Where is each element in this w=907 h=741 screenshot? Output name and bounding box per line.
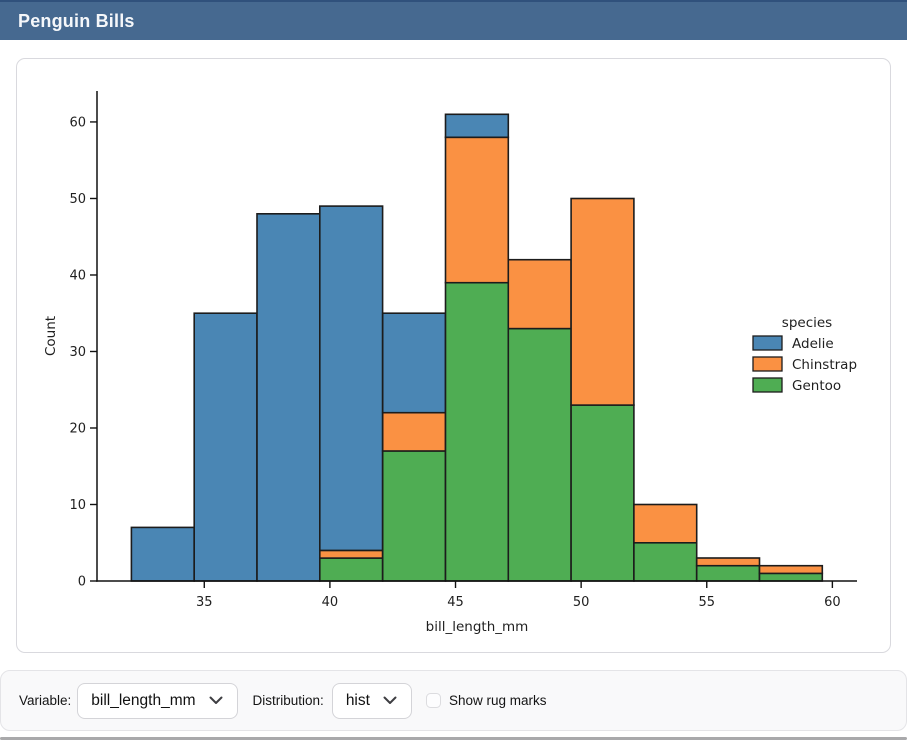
y-tick-label: 10 <box>69 498 86 513</box>
page-title: Penguin Bills <box>18 10 135 31</box>
bar-segment-gentoo <box>318 557 384 582</box>
bar-segment-gentoo <box>381 450 447 582</box>
bar-segment-adelie <box>193 312 258 582</box>
x-tick-label: 50 <box>573 595 590 610</box>
bar-segment-gentoo <box>444 281 510 582</box>
distribution-select[interactable]: hist <box>331 682 412 719</box>
legend-entry-label: Adelie <box>792 336 834 352</box>
x-tick-label: 55 <box>699 595 716 610</box>
variable-select[interactable]: bill_length_mm <box>77 682 238 719</box>
bar-segment-gentoo <box>758 572 824 582</box>
bar-segment-chinstrap <box>633 503 698 544</box>
bar-segment-chinstrap <box>758 564 824 575</box>
y-tick-label: 40 <box>69 269 86 284</box>
variable-label: Variable: <box>19 693 72 708</box>
legend-entry-label: Chinstrap <box>792 357 857 373</box>
bar-segment-chinstrap <box>507 258 572 330</box>
x-tick-label: 40 <box>322 595 339 610</box>
bar-segment-adelie <box>444 113 510 139</box>
x-tick-label: 60 <box>824 595 841 610</box>
window-bottom-edge <box>0 737 907 740</box>
y-tick-label: 0 <box>78 575 86 590</box>
bar-segment-chinstrap <box>444 136 510 284</box>
legend-swatch-gentoo <box>752 377 783 393</box>
bar-segment-gentoo <box>695 564 761 582</box>
bar-segment-adelie <box>381 312 447 414</box>
axes: 0 10 20 30 40 50 60 35 40 45 50 55 60 bill_length_mm C… <box>43 91 857 635</box>
legend-entry-label: Gentoo <box>792 378 841 394</box>
bar-segment-adelie <box>318 205 384 552</box>
rug-checkbox[interactable] <box>425 693 441 708</box>
bar-segment-adelie <box>130 526 196 582</box>
bar-segment-adelie <box>256 213 321 582</box>
y-tick-label: 30 <box>69 345 86 360</box>
chart-card: 0 10 20 30 40 50 60 35 40 45 50 55 60 bill_length_mm C… <box>16 58 891 653</box>
bar-segment-chinstrap <box>570 197 635 406</box>
title-bar: Penguin Bills <box>0 0 907 40</box>
distribution-select-value: hist <box>345 691 370 709</box>
chevron-down-icon <box>383 696 397 704</box>
bar-segment-gentoo <box>633 541 698 582</box>
bar-segment-chinstrap <box>695 557 761 567</box>
rug-checkbox-label[interactable]: Show rug marks <box>448 693 547 708</box>
variable-select-value: bill_length_mm <box>91 691 196 709</box>
bar-segment-chinstrap <box>381 411 447 452</box>
legend-title: species <box>782 315 832 331</box>
x-tick-label: 35 <box>196 595 213 610</box>
bar-segment-chinstrap <box>318 549 384 559</box>
legend-swatch-adelie <box>752 335 783 351</box>
legend-swatch-chinstrap <box>752 356 783 372</box>
histogram-bars <box>130 113 824 582</box>
distribution-label: Distribution: <box>252 693 324 708</box>
y-tick-label: 50 <box>69 192 86 207</box>
legend: species Adelie Chinstrap Gentoo <box>752 315 857 394</box>
histogram-chart: 0 10 20 30 40 50 60 35 40 45 50 55 60 bill_length_mm C… <box>43 91 857 635</box>
x-tick-label: 45 <box>447 595 464 610</box>
y-axis-label: Count <box>43 316 59 356</box>
bar-segment-gentoo <box>507 327 572 582</box>
x-axis-label: bill_length_mm <box>426 619 529 635</box>
chevron-down-icon <box>209 696 223 704</box>
y-tick-label: 60 <box>69 116 86 131</box>
y-tick-label: 20 <box>69 422 86 437</box>
controls-bar: Variable: bill_length_mm Distribution: h… <box>0 670 907 731</box>
bar-segment-gentoo <box>570 404 635 582</box>
